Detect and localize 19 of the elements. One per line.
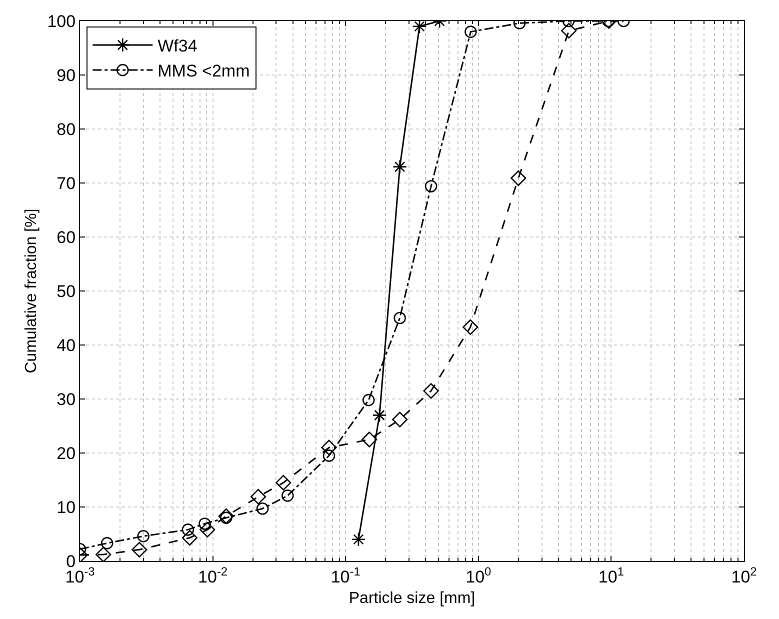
legend-label: Wf34 (158, 36, 198, 56)
y-tick-label: 30 (56, 390, 76, 409)
y-tick-label: 100 (47, 12, 76, 31)
x-tick-label: 10$^{0}$ (466, 564, 492, 586)
y-tick-label: 10 (56, 498, 76, 517)
y-tick-label: 70 (56, 174, 76, 193)
y-tick-label: 60 (56, 228, 76, 247)
y-tick-label: 20 (56, 444, 76, 463)
y-tick-label: 40 (56, 336, 76, 355)
y-tick-label: 50 (56, 282, 76, 301)
y-tick-label: 80 (56, 120, 76, 139)
x-tick-label: 10$^{1}$ (598, 564, 624, 586)
x-tick-label: 10$^{-1}$ (330, 564, 361, 586)
y-axis-title: Cumulative fraction [%] (23, 208, 40, 374)
y-tick-label: 90 (56, 66, 76, 85)
x-axis-title: Particle size [mm] (348, 590, 476, 608)
legend-label: MMS <2mm (158, 62, 250, 81)
x-tick-label: 10$^{2}$ (731, 564, 758, 586)
x-tick-label: 10$^{-2}$ (198, 564, 228, 586)
